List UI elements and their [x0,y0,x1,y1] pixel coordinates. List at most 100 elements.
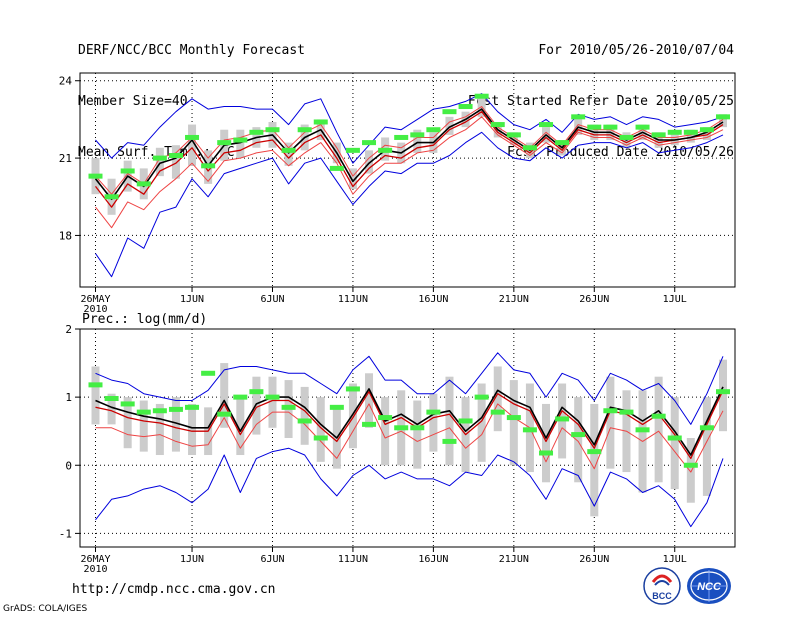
fcst-started-date: Fcst Started Refer Date 2010/05/25 [467,94,734,109]
x-tick-label: 1JUN [180,294,204,305]
observation-marker [217,411,232,417]
observation-marker [297,418,312,424]
x-tick-label: 11JUN [338,554,368,565]
observation-marker [136,409,151,415]
ensemble-mean-line [95,386,724,456]
observation-marker [265,127,280,133]
observation-marker [281,147,296,153]
envelope-max-line [95,352,724,425]
observation-marker [458,104,473,110]
observation-marker [667,129,682,135]
spread-box [686,129,695,143]
x-tick-label: 16JUN [418,554,448,565]
precip-panel-title: Prec.: log(mm/d) [82,312,207,327]
observation-marker [329,165,344,171]
spread-box [542,403,551,483]
x-tick-label: 11JUN [338,294,368,305]
spread-box [348,383,357,449]
observation-marker [120,401,135,407]
observation-marker [410,132,425,138]
observation-marker [168,406,183,412]
chart-title: DERF/NCC/BCC Monthly Forecast [78,43,305,58]
spread-box [413,129,422,153]
lower-member-line [95,403,724,473]
spread-box [381,397,390,466]
observation-marker [699,425,714,431]
observation-marker [716,114,730,120]
observation-marker [603,408,618,414]
spread-box [284,142,293,166]
ncc-logo-text: NCC [697,581,722,593]
observation-marker [619,409,634,415]
spread-box [365,373,374,428]
observation-marker [603,124,618,130]
x-tick-label: 21JUN [499,554,529,565]
spread-box [220,363,229,428]
observation-marker [88,382,103,388]
observation-marker [217,140,232,146]
observation-marker [474,93,489,99]
y-tick-label: 21 [59,152,72,165]
observation-marker [506,415,521,421]
spread-box [702,127,711,141]
x-year-label: 2010 [83,564,107,575]
spread-box [236,397,245,456]
observation-marker [233,137,248,143]
spread-box [139,400,148,452]
lower-member-line [95,116,724,229]
spread-box [188,124,197,166]
observation-marker [88,173,103,179]
observation-marker [474,394,489,400]
observation-marker [555,416,570,422]
observation-marker [410,425,425,431]
envelope-min-line [95,131,724,278]
y-tick-label: 1 [65,391,72,404]
observation-marker [571,432,586,438]
observation-marker [378,415,393,421]
source-url[interactable]: http://cmdp.ncc.cma.gov.cn [72,582,276,597]
x-tick-label: 26MAY [80,294,110,305]
spread-box [188,403,197,456]
grads-credit: GrADS: COLA/IGES [3,604,88,614]
upper-member-line [95,106,724,195]
observation-marker [378,147,393,153]
spread-box [445,376,454,466]
observation-marker [699,127,714,133]
y-tick-label: 0 [65,459,72,472]
chart-panel-1: 18 21 24 26MAY 1JUN 6JUN 11JUN 16JUN 21JUN 26JUN 1… [59,72,736,315]
spread-box [477,383,486,462]
observation-marker [201,370,216,376]
observation-marker [201,163,216,169]
chart-panel-2: -1 0 1 2 26MAY 1JUN 6JUN 11JUN 16JUN 21JUN 26JUN 1J… [59,312,736,575]
observation-marker [651,413,666,419]
spread-box [493,366,502,432]
observation-marker [362,140,377,146]
spread-box [719,359,727,432]
observation-marker [168,153,183,159]
spread-box [686,438,695,503]
spread-box [236,129,245,159]
observation-marker [458,418,473,424]
observation-marker [345,147,360,153]
x-tick-label: 26MAY [80,554,110,565]
spread-box [348,168,357,190]
observation-marker [120,168,135,174]
spread-box [719,114,727,128]
observation-marker [522,145,537,151]
y-tick-label: 2 [65,323,72,336]
observation-marker [265,394,280,400]
observation-marker [297,127,312,133]
x-tick-label: 1JUL [663,554,687,565]
observation-marker [555,140,570,146]
observation-marker [571,114,586,120]
median-line [95,390,724,460]
observation-marker [442,438,457,444]
spread-box [252,376,261,435]
observation-marker [490,122,505,128]
ensemble-mean-line [94,108,724,201]
member-size: Member Size=40 [78,94,188,109]
spread-box [123,397,132,449]
observation-marker [539,450,554,456]
x-tick-label: 21JUN [499,294,529,305]
spread-box [171,145,180,179]
